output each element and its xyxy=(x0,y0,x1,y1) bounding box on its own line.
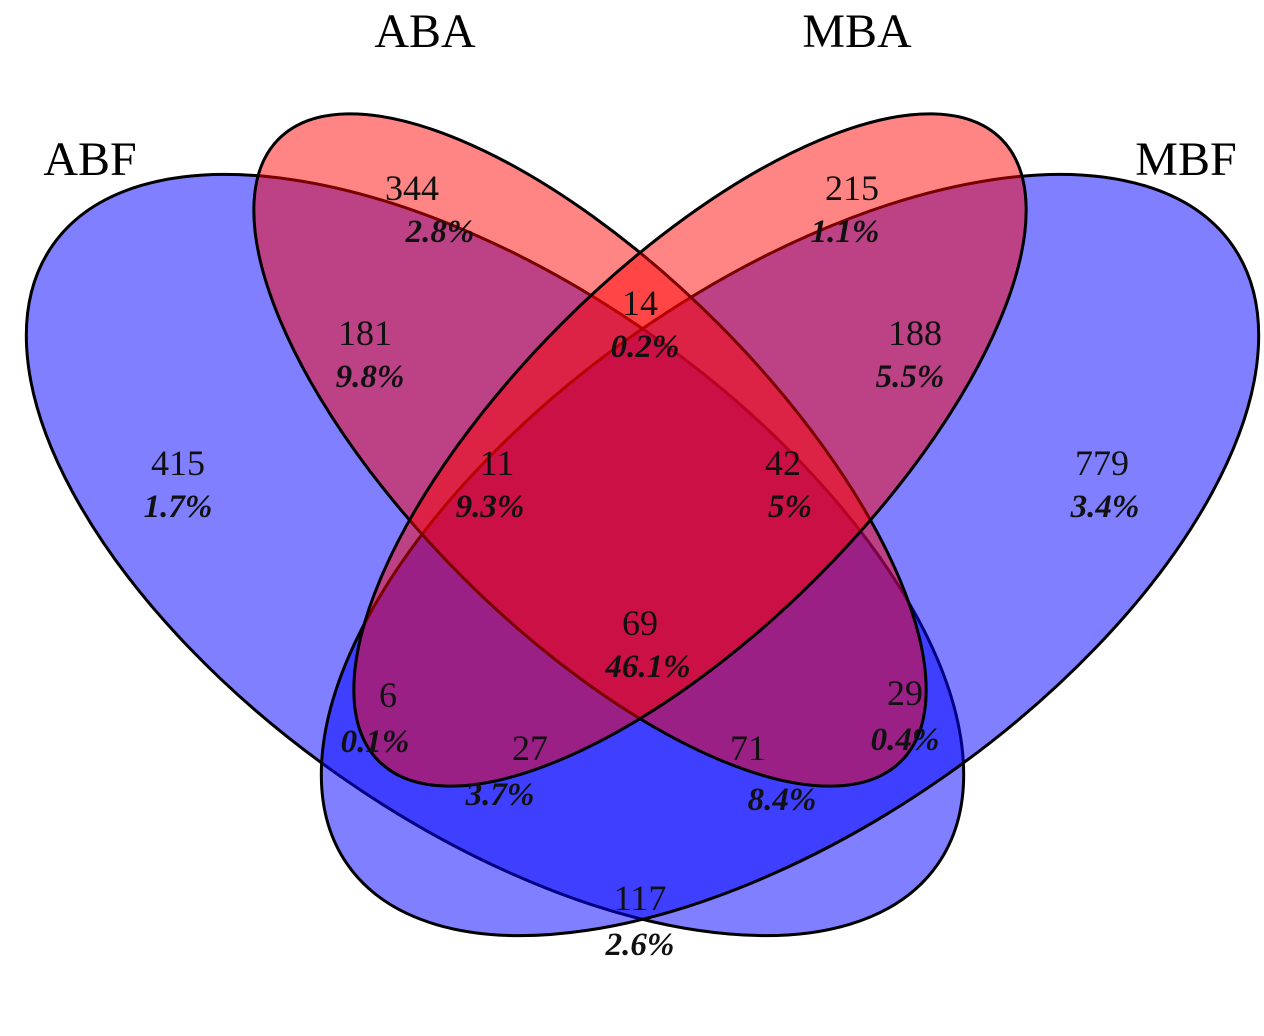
set-label-aba: ABA xyxy=(374,5,476,58)
region-percent-all: 46.1% xyxy=(604,649,690,685)
region-count-abf: 415 xyxy=(151,443,205,483)
region-count-aba-mba-mbf: 42 xyxy=(765,443,801,483)
set-ellipse-aba xyxy=(252,112,928,788)
region-count-mbf: 779 xyxy=(1075,443,1129,483)
region-count-aba-mba: 14 xyxy=(622,283,658,323)
region-count-mba: 215 xyxy=(825,168,879,208)
region-count-aba: 344 xyxy=(385,168,439,208)
region-percent-abf-mbf: 2.6% xyxy=(605,927,675,963)
set-ellipse-mba xyxy=(352,112,1028,788)
region-percent-abf-aba-mba: 9.3% xyxy=(456,489,525,525)
region-count-abf-mba-mbf: 27 xyxy=(512,728,548,768)
region-count-mba-mbf: 188 xyxy=(888,313,942,353)
region-count-abf-aba: 181 xyxy=(338,313,392,353)
region-percent-aba-mba: 0.2% xyxy=(611,329,680,365)
region-count-abf-mbf: 117 xyxy=(614,878,667,918)
region-percent-mba-mbf: 5.5% xyxy=(876,359,945,395)
region-percent-aba-mbf: 0.4% xyxy=(871,722,940,758)
region-count-aba-mbf: 29 xyxy=(887,673,923,713)
region-percent-aba: 2.8% xyxy=(405,214,475,250)
set-label-mba: MBA xyxy=(802,5,912,58)
region-percent-mbf: 3.4% xyxy=(1070,489,1140,525)
region-percent-abf-aba: 9.8% xyxy=(336,359,405,395)
region-count-abf-aba-mbf: 71 xyxy=(730,728,766,768)
set-ellipse-mbf xyxy=(319,172,1261,938)
region-count-all: 69 xyxy=(622,603,658,643)
region-percent-mba: 1.1% xyxy=(811,214,880,250)
set-label-abf: ABF xyxy=(43,133,136,186)
region-percent-aba-mba-mbf: 5% xyxy=(768,489,812,525)
region-percent-abf: 1.7% xyxy=(144,489,213,525)
set-label-mbf: MBF xyxy=(1135,133,1236,186)
region-percent-abf-aba-mbf: 8.4% xyxy=(748,782,817,818)
region-percent-abf-mba-mbf: 3.7% xyxy=(465,777,535,813)
region-count-abf-aba-mba: 11 xyxy=(480,443,515,483)
region-percent-abf-mba: 0.1% xyxy=(341,724,410,760)
region-count-abf-mba: 6 xyxy=(379,675,397,715)
